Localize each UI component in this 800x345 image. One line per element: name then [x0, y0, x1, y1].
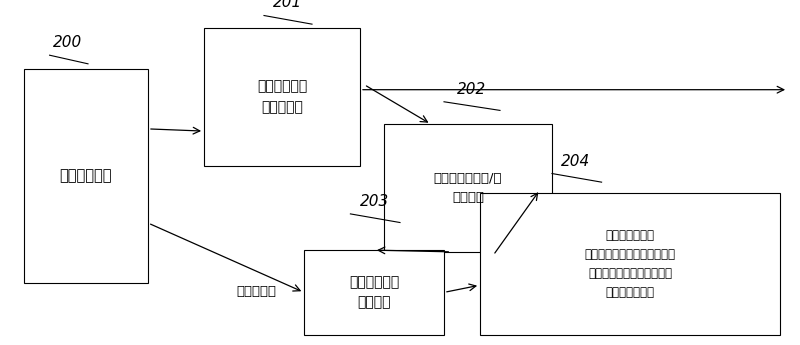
- Text: 多频背向散射和/或
反射信号: 多频背向散射和/或 反射信号: [434, 172, 502, 204]
- FancyBboxPatch shape: [204, 28, 360, 166]
- Text: 203: 203: [360, 194, 389, 209]
- FancyBboxPatch shape: [24, 69, 148, 283]
- Text: 单频本振光: 单频本振光: [236, 285, 276, 298]
- FancyBboxPatch shape: [480, 193, 780, 335]
- Text: 202: 202: [458, 82, 486, 97]
- Text: 中频信号放大；
滤出时分复用的各中频信号；
处理各个中频信号并合成；
显示探测曲线；: 中频信号放大； 滤出时分复用的各中频信号； 处理各个中频信号并合成； 显示探测曲…: [585, 229, 675, 299]
- FancyBboxPatch shape: [304, 250, 444, 335]
- FancyBboxPatch shape: [384, 124, 552, 252]
- Text: 204: 204: [562, 154, 590, 169]
- Text: 201: 201: [274, 0, 302, 10]
- Text: 相干产生多个
中频信号: 相干产生多个 中频信号: [349, 275, 399, 310]
- Text: 单频激光光源: 单频激光光源: [60, 168, 112, 184]
- Text: 时分复用多频
探测光脉冲: 时分复用多频 探测光脉冲: [257, 79, 307, 114]
- Text: 200: 200: [54, 35, 82, 50]
